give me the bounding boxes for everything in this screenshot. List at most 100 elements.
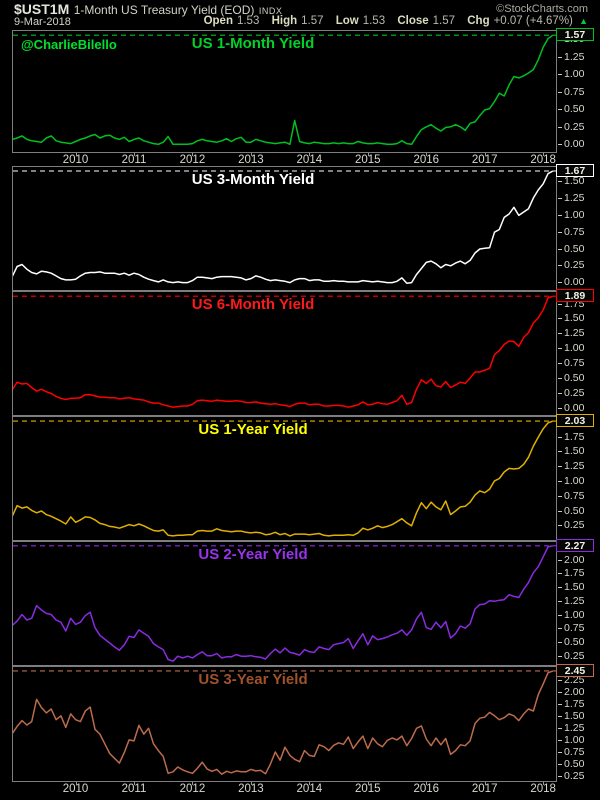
close-label: Close [397, 15, 429, 27]
x-tick-label: 2011 [121, 154, 147, 166]
y-tick-label: 0.50 [557, 104, 584, 115]
y-tick-label: 0.75 [557, 358, 584, 369]
last-value-badge: 1.57 [556, 28, 594, 42]
x-tick-mark [426, 782, 428, 785]
last-value-badge: 1.67 [556, 164, 594, 178]
chart-title: 1-Month US Treasury Yield (EOD) [73, 3, 255, 17]
y-tick-label: 1.50 [557, 710, 584, 722]
x-axis-years: 2010 2011 2012 2013 2014 2015 2016 2017 2018 [0, 782, 600, 799]
x-tick-mark [192, 782, 194, 785]
high-value: 1.57 [301, 15, 324, 27]
x-tick-label: 2018 [530, 783, 556, 795]
line-us-3-year-yield [13, 670, 556, 775]
y-axis: 1.75 1.50 1.25 1.00 0.75 0.50 0.25 0.00 [557, 291, 600, 416]
y-axis: 1.50 1.25 1.00 0.75 0.50 0.25 0.00 [557, 166, 600, 291]
y-axis: 2.25 2.00 1.75 1.50 1.25 1.00 0.75 0.50 0.25 [557, 666, 600, 782]
y-tick-label: 0.00 [557, 403, 584, 414]
y-tick-label: 1.25 [557, 51, 584, 63]
x-tick-mark [543, 153, 545, 156]
y-tick-label: 1.75 [557, 298, 584, 310]
plot-area: US 2-Year Yield [12, 541, 557, 666]
panel-title: US 2-Year Yield [198, 546, 308, 563]
high-label: High [271, 15, 298, 27]
y-tick-label: 0.75 [557, 86, 584, 98]
panel-title: US 1-Year Yield [198, 421, 308, 438]
panel-us-3-year-yield: US 3-Year Yield 2.25 2.00 1.75 1.50 1.25 1.00… [0, 663, 600, 782]
last-value-badge: 2.27 [556, 538, 594, 552]
y-tick-label: 1.25 [557, 193, 584, 204]
plot-area: US 3-Month Yield [12, 166, 557, 291]
y-axis: 2.00 1.75 1.50 1.25 1.00 0.75 0.50 0.25 [557, 541, 600, 666]
y-tick-label: 0.75 [557, 226, 584, 238]
last-value-badge: 2.45 [556, 663, 594, 677]
change-up-icon: ▲ [579, 16, 588, 26]
y-tick-label: 2.00 [557, 686, 584, 698]
y-tick-label: 1.75 [557, 431, 584, 443]
low-value: 1.53 [362, 15, 386, 27]
exchange-label: INDX [258, 6, 283, 16]
plot-area: US 6-Month Yield [12, 291, 557, 416]
y-tick-label: 0.50 [557, 505, 584, 517]
x-tick-mark [133, 153, 135, 156]
last-value-badge: 1.89 [556, 289, 594, 303]
y-tick-label: 1.25 [557, 328, 584, 339]
x-tick-label: 2016 [413, 154, 440, 166]
x-tick-label: 2011 [121, 783, 147, 795]
x-tick-label: 2014 [296, 154, 323, 166]
x-tick-mark [309, 153, 311, 156]
close-value: 1.57 [432, 15, 456, 27]
y-tick-label: 0.50 [557, 373, 584, 384]
x-tick-mark [250, 782, 252, 785]
x-tick-label: 2012 [179, 154, 206, 166]
chart-header: $UST1M 1-Month US Treasury Yield (EOD) I… [0, 0, 600, 30]
x-tick-mark [543, 782, 545, 785]
y-tick-label: 0.50 [557, 637, 584, 648]
x-tick-mark [484, 782, 486, 785]
change-value: +0.07 (+4.67%) [493, 15, 573, 27]
x-tick-label: 2017 [471, 154, 498, 166]
y-tick-label: 0.25 [557, 121, 584, 133]
y-tick-label: 0.75 [557, 746, 584, 758]
line-us-3-month-yield [13, 170, 556, 285]
x-tick-label: 2017 [471, 783, 498, 795]
y-tick-label: 1.25 [557, 595, 584, 607]
plot-area: US 1-Year Yield [12, 416, 557, 541]
y-axis: 1.75 1.50 1.25 1.00 0.75 0.50 0.25 [557, 416, 600, 541]
y-tick-label: 1.00 [557, 476, 584, 487]
y-tick-label: 0.50 [557, 243, 584, 255]
y-tick-label: 1.00 [557, 734, 584, 746]
x-tick-mark [192, 153, 194, 156]
y-tick-label: 0.00 [557, 139, 584, 150]
x-tick-label: 2010 [62, 154, 89, 166]
watermark: @CharlieBilello [21, 37, 117, 52]
line-us-1-year-yield [13, 420, 556, 537]
panel-title: US 6-Month Yield [191, 296, 315, 313]
line-us-6-month-yield [13, 295, 556, 408]
x-tick-mark [133, 782, 135, 785]
ohlc-quote-row: Open 1.53 High 1.57 Low 1.53 Close 1.57 Chg +… [195, 15, 588, 27]
line-us-1-month-yield [13, 34, 556, 146]
y-tick-label: 0.25 [557, 260, 584, 271]
change-label: Chg [467, 15, 490, 27]
x-tick-mark [309, 782, 311, 785]
quote-date: 9-Mar-2018 [14, 16, 71, 28]
panel-title: US 3-Month Yield [191, 171, 315, 188]
x-tick-mark [426, 153, 428, 156]
x-tick-label: 2012 [179, 783, 206, 795]
y-tick-label: 1.25 [557, 461, 584, 472]
y-tick-label: 1.50 [557, 446, 584, 457]
y-tick-label: 1.50 [557, 582, 584, 593]
y-tick-label: 0.75 [557, 623, 584, 634]
plot-area: @CharlieBilello US 1-Month Yield [12, 30, 557, 153]
x-tick-label: 2013 [238, 783, 264, 795]
y-tick-label: 1.00 [557, 69, 584, 80]
x-tick-mark [75, 153, 77, 156]
y-tick-label: 0.25 [557, 520, 584, 531]
last-value-badge: 2.03 [556, 414, 594, 428]
y-tick-label: 0.00 [557, 277, 584, 288]
panel-us-1-year-yield: US 1-Year Yield 1.75 1.50 1.25 1.00 0.75 0.50… [0, 414, 600, 541]
x-tick-label: 2018 [530, 154, 556, 166]
y-tick-label: 2.00 [557, 554, 584, 566]
x-axis-years: 2010 2011 2012 2013 2014 2015 2016 2017 2018 [0, 153, 600, 166]
panel-us-1-month-yield: @CharlieBilello US 1-Month Yield 1.501.2… [0, 28, 600, 153]
